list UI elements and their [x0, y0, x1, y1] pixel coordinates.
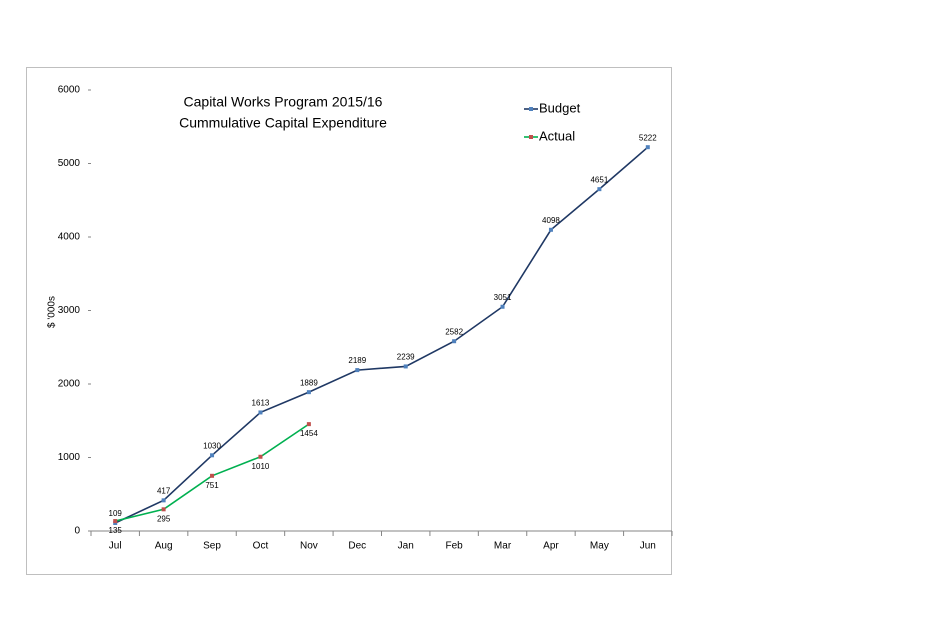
x-tick-label: Aug: [155, 541, 173, 552]
data-label: 5222: [639, 133, 657, 142]
chart-frame: [26, 67, 672, 575]
marker: [161, 498, 166, 503]
data-label: 4651: [590, 175, 608, 184]
marker: [210, 453, 215, 458]
marker: [597, 187, 602, 192]
data-label: 1454: [300, 429, 318, 438]
y-tick-label: 4000: [58, 232, 81, 243]
legend-label: Actual: [539, 128, 575, 143]
data-label: 1889: [300, 378, 318, 387]
marker: [645, 145, 650, 150]
data-label: 751: [205, 481, 219, 490]
chart-subtitle: Cummulative Capital Expenditure: [179, 115, 387, 131]
marker: [258, 410, 263, 415]
data-label: 109: [109, 509, 123, 518]
marker: [210, 473, 215, 478]
marker: [306, 390, 311, 395]
data-label: 2239: [397, 353, 415, 362]
x-tick-label: Mar: [494, 541, 512, 552]
marker: [258, 454, 263, 459]
data-label: 135: [109, 526, 123, 535]
x-tick-label: May: [590, 541, 609, 552]
x-tick-label: Nov: [300, 541, 318, 552]
x-tick-label: Oct: [253, 541, 269, 552]
y-tick-label: 3000: [58, 305, 81, 316]
legend-label: Budget: [539, 100, 581, 115]
legend-marker: [529, 107, 533, 111]
marker: [548, 227, 553, 232]
marker: [403, 364, 408, 369]
x-tick-label: Apr: [543, 541, 559, 552]
x-tick-label: Jul: [109, 541, 122, 552]
marker: [452, 339, 457, 344]
data-label: 1010: [252, 462, 270, 471]
data-label: 295: [157, 514, 171, 523]
data-label: 2189: [348, 356, 366, 365]
data-label: 3051: [494, 293, 512, 302]
x-tick-label: Jun: [640, 541, 656, 552]
y-tick-label: 0: [74, 526, 80, 537]
y-tick-label: 6000: [58, 85, 81, 96]
marker: [113, 519, 118, 524]
data-label: 1030: [203, 441, 221, 450]
y-axis-label: $ '000s: [47, 296, 58, 328]
series-line: [114, 146, 649, 524]
data-label: 417: [157, 486, 171, 495]
marker: [355, 368, 360, 373]
marker: [500, 304, 505, 309]
marker: [306, 422, 311, 427]
y-tick-label: 2000: [58, 379, 81, 390]
data-label: 2582: [445, 327, 463, 336]
data-label: 1613: [252, 399, 270, 408]
marker: [161, 507, 166, 512]
x-tick-label: Dec: [348, 541, 366, 552]
x-tick-label: Jan: [398, 541, 414, 552]
x-tick-label: Sep: [203, 541, 221, 552]
x-tick-label: Feb: [446, 541, 464, 552]
y-tick-label: 1000: [58, 452, 81, 463]
y-tick-label: 5000: [58, 158, 81, 169]
chart-title: Capital Works Program 2015/16: [184, 94, 383, 110]
data-label: 4098: [542, 216, 560, 225]
legend-marker: [529, 135, 533, 139]
